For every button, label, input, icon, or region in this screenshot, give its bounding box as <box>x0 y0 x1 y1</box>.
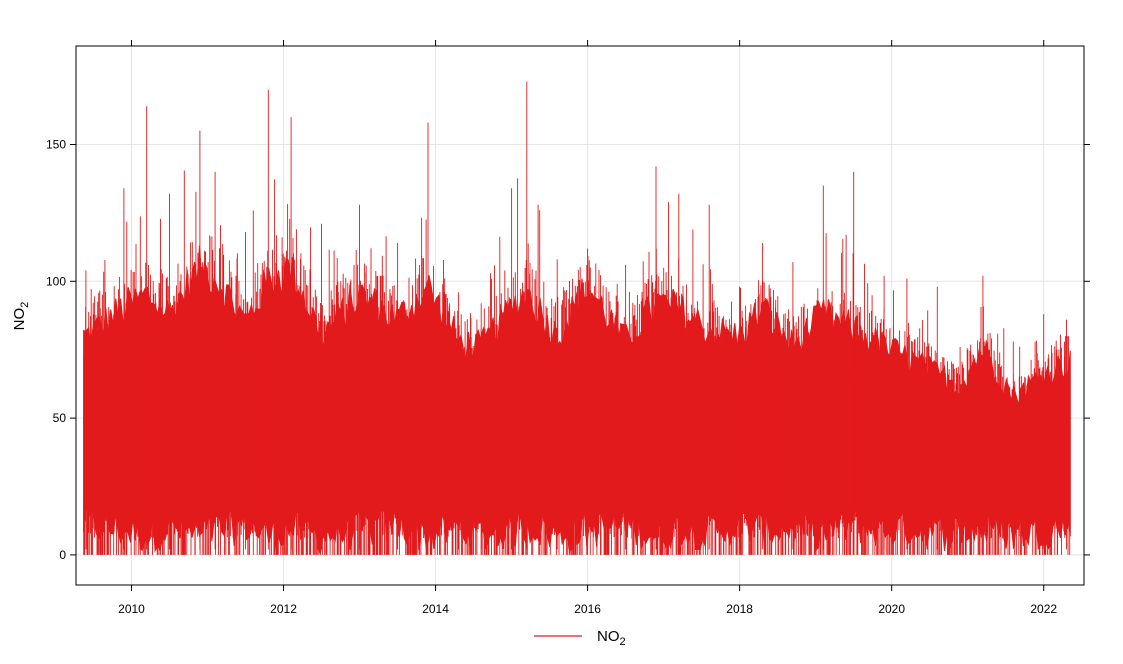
y-tick-label: 100 <box>46 274 66 288</box>
x-tick-label: 2016 <box>574 602 601 616</box>
legend: NO2 <box>534 628 626 648</box>
series-no2-line <box>83 81 1071 555</box>
x-tick-label: 2010 <box>118 602 145 616</box>
x-tick-label: 2014 <box>422 602 449 616</box>
y-axis: 0 50 100 150 <box>46 137 1090 562</box>
y-tick-label: 0 <box>59 548 66 562</box>
plot-border <box>75 45 1085 586</box>
x-tick-label: 2020 <box>878 602 905 616</box>
legend-label-no2: NO2 <box>597 628 626 648</box>
y-tick-label: 150 <box>46 137 66 151</box>
x-tick-label: 2018 <box>726 602 753 616</box>
x-axis: 2010 2012 2014 2016 2018 2020 2022 <box>118 40 1057 616</box>
y-axis-title: NO2 <box>11 302 31 331</box>
series-no2 <box>83 81 1071 555</box>
plot-frame <box>75 45 1085 586</box>
x-tick-label: 2012 <box>270 602 297 616</box>
x-tick-label: 2022 <box>1030 602 1057 616</box>
y-tick-label: 50 <box>53 411 67 425</box>
